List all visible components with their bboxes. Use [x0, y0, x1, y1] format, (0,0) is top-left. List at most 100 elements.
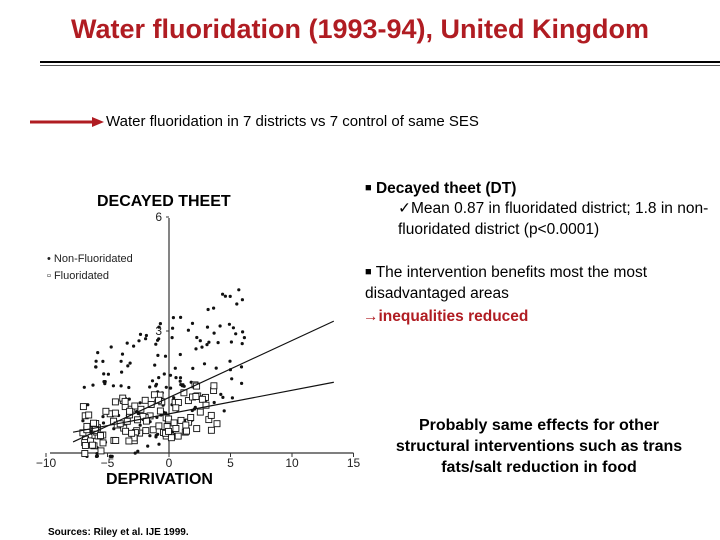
non-fluoridated-point — [171, 316, 175, 320]
non-fluoridated-point — [237, 288, 241, 292]
non-fluoridated-point — [168, 373, 173, 377]
non-fluoridated-point — [235, 302, 239, 306]
fluoridated-point — [149, 426, 157, 434]
non-fluoridated-point — [221, 395, 225, 399]
fluoridated-point — [165, 427, 172, 435]
fluoridated-point — [125, 437, 133, 445]
non-fluoridated-point — [242, 336, 246, 340]
non-fluoridated-point — [94, 365, 98, 369]
fluoridated-point — [90, 419, 97, 427]
non-fluoridated-point — [170, 336, 174, 340]
legend-label-non-fluoridated: • Non-Fluoridated — [47, 253, 133, 265]
fluoridated-point — [122, 427, 130, 435]
non-fluoridated-point — [126, 364, 130, 368]
fluoridated-point — [170, 419, 178, 427]
fluoridated-point — [167, 434, 175, 442]
non-fluoridated-point — [214, 366, 218, 370]
structural-interventions-note: Probably same effects for other structur… — [395, 417, 683, 476]
non-fluoridated-point — [128, 361, 132, 365]
fluoridated-point — [150, 391, 158, 399]
non-fluoridated-point — [212, 331, 216, 335]
fluoridated-point — [156, 407, 164, 415]
non-fluoridated-point — [109, 345, 113, 349]
non-fluoridated-point — [218, 324, 222, 328]
non-fluoridated-point — [221, 292, 225, 296]
non-fluoridated-point — [111, 384, 115, 388]
non-fluoridated-point — [190, 321, 195, 325]
non-fluoridated-point — [95, 454, 99, 458]
non-fluoridated-point — [157, 376, 161, 380]
fluoridated-point — [202, 401, 210, 409]
non-fluoridated-point — [216, 341, 220, 345]
fluoridated-point — [198, 395, 206, 403]
non-fluoridated-point — [86, 403, 90, 407]
title-divider — [40, 61, 720, 63]
non-fluoridated-point — [191, 366, 195, 370]
non-fluoridated-point — [94, 359, 98, 363]
non-fluoridated-point — [138, 332, 143, 336]
arrow-right-icon: → — [363, 308, 379, 325]
fluoridated-point — [193, 425, 201, 433]
fluoridated-point — [177, 416, 185, 424]
non-fluoridated-point — [205, 325, 210, 329]
fluoridated-point — [81, 450, 89, 457]
arrow-right-icon — [30, 117, 104, 127]
fluoridated-point — [126, 407, 134, 415]
fluoridated-point — [142, 427, 150, 435]
non-fluoridated-point — [127, 385, 131, 390]
fluoridated-point — [213, 420, 221, 428]
non-fluoridated-point — [101, 359, 105, 363]
non-fluoridated-point — [171, 326, 175, 330]
y-tick-label: 3 — [155, 324, 162, 338]
non-fluoridated-point — [169, 386, 173, 390]
non-fluoridated-point — [153, 363, 157, 367]
sub-bullet-mean: ✓Mean 0.87 in fluoridated district; 1.8 … — [398, 198, 716, 240]
fluoridated-point — [182, 421, 190, 429]
legend-label-fluoridated: ▫ Fluoridated — [47, 270, 109, 282]
fluoridated-point — [172, 425, 180, 432]
non-fluoridated-point — [227, 322, 231, 326]
non-fluoridated-point — [125, 341, 129, 345]
fluoridated-point — [111, 398, 119, 406]
non-fluoridated-point — [173, 366, 177, 370]
sources-note: Sources: Riley et al. IJE 1999. — [48, 527, 189, 538]
bullet-text: The intervention benefits most the most … — [365, 264, 648, 302]
fluoridated-point — [85, 411, 93, 419]
fluoridated-point — [128, 429, 136, 437]
non-fluoridated-point — [101, 421, 106, 425]
non-fluoridated-point — [164, 385, 168, 389]
non-fluoridated-trend-line — [72, 320, 335, 443]
fluoridated-point — [112, 437, 120, 444]
fluoridated-point — [155, 422, 163, 430]
non-fluoridated-point — [219, 392, 223, 396]
non-fluoridated-point — [144, 333, 148, 338]
non-fluoridated-point — [154, 433, 158, 438]
fluoridated-point — [141, 396, 149, 404]
square-bullet-icon: ■ — [365, 182, 372, 194]
fluoridated-point — [111, 409, 119, 417]
non-fluoridated-point — [194, 347, 198, 351]
x-tick-label: −5 — [101, 456, 115, 470]
non-fluoridated-point — [205, 343, 209, 347]
non-fluoridated-point — [178, 376, 183, 380]
non-fluoridated-point — [136, 449, 140, 453]
x-tick-label: 15 — [347, 456, 361, 470]
fluoridated-point — [121, 397, 129, 405]
fluoridated-point — [79, 403, 87, 411]
fluoridated-point — [97, 432, 104, 440]
x-tick-label: 0 — [166, 456, 173, 470]
non-fluoridated-point — [229, 340, 233, 344]
non-fluoridated-point — [156, 353, 160, 357]
non-fluoridated-point — [186, 328, 190, 332]
non-fluoridated-point — [137, 339, 141, 343]
fluoridated-point — [192, 393, 200, 400]
non-fluoridated-point — [132, 344, 136, 348]
non-fluoridated-point — [154, 342, 158, 346]
non-fluoridated-point — [157, 325, 161, 329]
non-fluoridated-point — [138, 423, 142, 427]
fluoridated-point — [99, 439, 107, 447]
checkmark-icon: ✓ — [398, 200, 411, 217]
bullet-intervention: ■ The intervention benefits most the mos… — [365, 262, 705, 304]
x-axis-caption: DEPRIVATION — [106, 471, 213, 488]
fluoridated-point — [180, 389, 188, 397]
